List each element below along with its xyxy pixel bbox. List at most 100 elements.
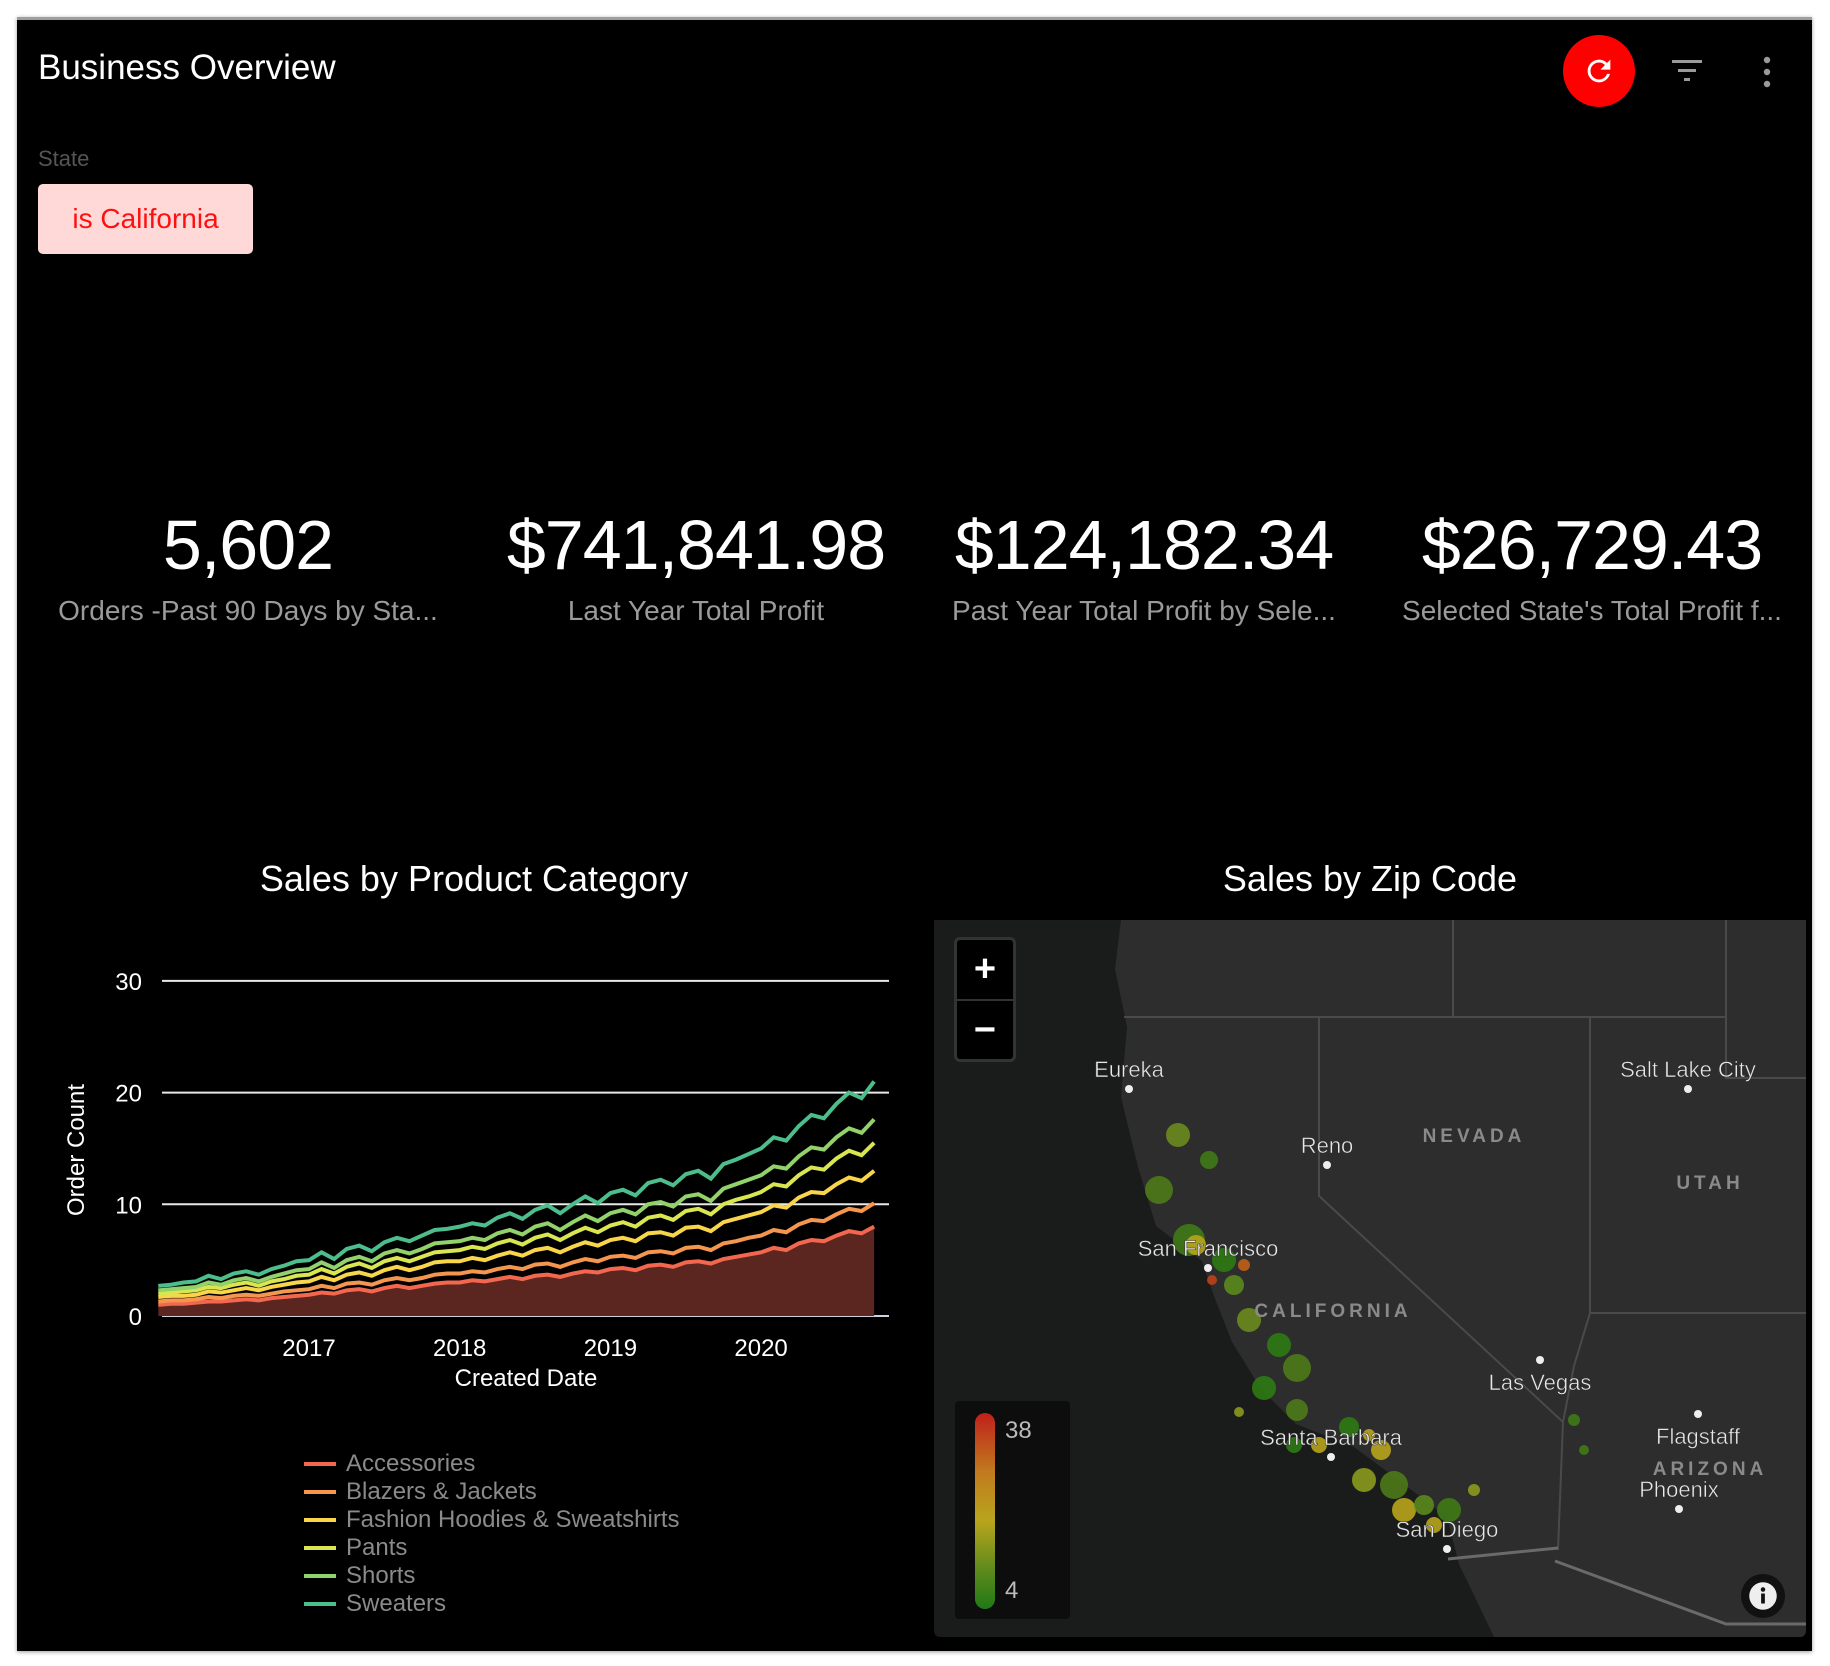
x-tick-label: 2020 [734, 1335, 787, 1362]
filter-button[interactable] [1669, 56, 1705, 86]
city-label: Eureka [1094, 1057, 1164, 1082]
kpi-orders[interactable]: 5,602 Orders -Past 90 Days by Sta... [33, 505, 463, 627]
city-dot [1694, 1410, 1702, 1418]
legend-item[interactable]: Fashion Hoodies & Sweatshirts [304, 1506, 680, 1534]
city-label: San Francisco [1138, 1236, 1279, 1261]
country-border [1447, 1546, 1806, 1626]
legend-label: Shorts [346, 1562, 416, 1589]
zoom-out-button[interactable]: − [973, 1009, 997, 1051]
zip-code-map[interactable]: Eureka Reno San Francisco Salt Lake City Las… [934, 920, 1806, 1637]
series-line-pants[interactable] [158, 1141, 876, 1296]
legend-item[interactable]: Accessories [304, 1450, 680, 1478]
y-tick-label: 20 [115, 1081, 142, 1108]
zip-region[interactable] [1267, 1333, 1291, 1357]
map-title: Sales by Zip Code [1222, 858, 1518, 899]
zip-region[interactable] [1286, 1437, 1302, 1453]
city-label: Reno [1301, 1133, 1354, 1158]
zip-region[interactable] [1283, 1354, 1311, 1382]
x-tick-label: 2018 [433, 1335, 486, 1362]
more-menu-button[interactable] [1755, 54, 1779, 90]
map-canvas[interactable]: Eureka Reno San Francisco Salt Lake City Las… [934, 920, 1806, 1637]
zip-region[interactable] [1468, 1484, 1480, 1496]
kpi-value: $741,841.98 [506, 506, 886, 584]
zip-region[interactable] [1426, 1517, 1442, 1533]
legend-item[interactable]: Pants [304, 1534, 680, 1562]
zip-region[interactable] [1207, 1275, 1217, 1285]
zip-region[interactable] [1339, 1417, 1359, 1437]
x-tick-label: 2019 [584, 1335, 637, 1362]
kpi-last-year-profit[interactable]: $741,841.98 Last Year Total Profit [481, 505, 911, 627]
state-filter-chip[interactable]: is California [38, 184, 253, 254]
sales-chart-title: Sales by Product Category [259, 858, 689, 899]
kpi-label: Selected State's Total Profit f... [1402, 595, 1782, 626]
city-label: Santa Barbara [1260, 1425, 1403, 1450]
kpi-state-profit[interactable]: $26,729.43 Selected State's Total Profit… [1377, 505, 1807, 627]
zip-region[interactable] [1238, 1259, 1250, 1271]
chart-legend: Accessories Blazers & Jackets Fashion Hood… [304, 1450, 680, 1618]
legend-swatch [304, 1602, 336, 1606]
map-info-button[interactable] [1741, 1574, 1785, 1618]
legend-label: Fashion Hoodies & Sweatshirts [346, 1506, 680, 1533]
state-label: CALIFORNIA [1254, 1301, 1411, 1322]
zoom-in-button[interactable]: + [957, 940, 1013, 1001]
zip-region[interactable] [1414, 1495, 1434, 1515]
zip-region[interactable] [1212, 1248, 1236, 1272]
zip-region[interactable] [1186, 1235, 1206, 1255]
kpi-value: $26,729.43 [1421, 506, 1763, 584]
legend-swatch [304, 1518, 336, 1522]
zip-region[interactable] [1200, 1151, 1218, 1169]
zip-region[interactable] [1237, 1308, 1261, 1332]
y-tick-label: 10 [115, 1192, 142, 1219]
legend-label: Pants [346, 1534, 408, 1561]
zip-region[interactable] [1579, 1445, 1589, 1455]
zip-region[interactable] [1380, 1471, 1408, 1499]
zip-region[interactable] [1363, 1429, 1375, 1441]
series-line-shorts[interactable] [158, 1118, 876, 1293]
y-tick-label: 0 [129, 1304, 142, 1331]
refresh-icon [1587, 59, 1611, 83]
map-color-legend: 38 4 [955, 1401, 1070, 1619]
zip-region[interactable] [1286, 1399, 1308, 1421]
zip-code-regions[interactable] [1145, 1123, 1589, 1533]
legend-item[interactable]: Sweaters [304, 1590, 680, 1618]
zip-region[interactable] [1145, 1176, 1173, 1204]
city-dot [1675, 1505, 1683, 1513]
city-dot [1536, 1356, 1544, 1364]
zip-region[interactable] [1252, 1376, 1276, 1400]
series-line-sweaters[interactable] [158, 1080, 876, 1288]
color-scale-bar [975, 1413, 995, 1609]
x-axis-label: Created Date [455, 1365, 598, 1392]
legend-item[interactable]: Shorts [304, 1562, 680, 1590]
zip-region[interactable] [1568, 1414, 1580, 1426]
legend-swatch [304, 1574, 336, 1578]
legend-item[interactable]: Blazers & Jackets [304, 1478, 680, 1506]
state-label: NEVADA [1423, 1126, 1526, 1147]
legend-max: 38 [1005, 1417, 1032, 1444]
x-tick-label: 2017 [282, 1335, 335, 1362]
kpi-value: 5,602 [162, 506, 334, 584]
zip-region[interactable] [1352, 1468, 1376, 1492]
kpi-value: $124,182.34 [954, 506, 1334, 584]
zip-region[interactable] [1392, 1498, 1416, 1522]
city-dot [1323, 1161, 1331, 1169]
refresh-button[interactable] [1563, 35, 1635, 107]
kpi-past-year-profit[interactable]: $124,182.34 Past Year Total Profit by Se… [929, 505, 1359, 627]
city-markers: Eureka Reno San Francisco Salt Lake City Las… [1094, 1057, 1763, 1553]
zip-region[interactable] [1224, 1275, 1244, 1295]
series-line-accessories[interactable] [158, 1224, 876, 1307]
legend-min: 4 [1005, 1577, 1019, 1604]
legend-swatch [304, 1546, 336, 1550]
city-dot [1327, 1453, 1335, 1461]
sales-by-category-chart: 0 10 20 30 2017 2018 2019 2020 Created Date Order… [63, 969, 889, 1392]
zip-region[interactable] [1437, 1498, 1461, 1522]
zip-region[interactable] [1166, 1123, 1190, 1147]
zip-region[interactable] [1371, 1440, 1391, 1460]
zip-region[interactable] [1311, 1437, 1327, 1453]
zip-region[interactable] [1234, 1407, 1244, 1417]
kpi-label: Last Year Total Profit [567, 595, 825, 626]
series-line-fashion-hoodies-sweatshirts[interactable] [158, 1169, 876, 1300]
kpi-label: Past Year Total Profit by Sele... [952, 595, 1336, 626]
map-zoom-control: + − [954, 937, 1016, 1062]
dashboard-title: Business Overview [38, 48, 336, 87]
series-line-blazers-jackets[interactable] [158, 1201, 876, 1304]
